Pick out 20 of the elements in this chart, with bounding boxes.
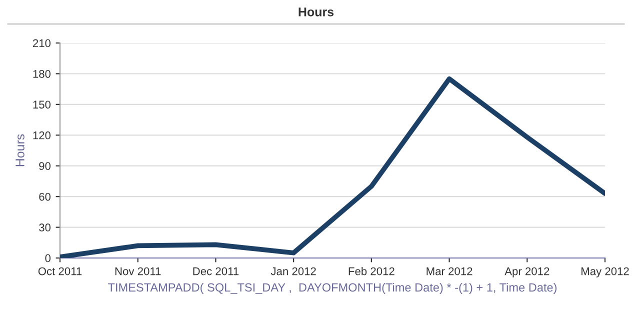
y-tick-label: 60	[39, 192, 51, 201]
y-tick-label: 210	[32, 39, 51, 48]
y-tick-label: 120	[33, 131, 51, 140]
x-axis-title: TIMESTAMPADD( SQL_TSI_DAY , DAYOFMONTH(Time Date) * -(1) + 1, Time Date)	[108, 282, 557, 294]
y-tick-label: 30	[39, 224, 51, 232]
x-tick-label: Apr 2012	[504, 267, 550, 278]
y-tick-label: 0	[45, 254, 51, 262]
x-tick-label: Oct 2011	[38, 267, 82, 276]
x-tick-label: Jan 2012	[270, 267, 316, 276]
y-tick-label: 90	[39, 162, 51, 170]
x-tick-label: May 2012	[582, 267, 629, 278]
line-series	[60, 76, 605, 258]
chart-title: Hours	[298, 8, 334, 16]
x-tick-label: Feb 2012	[348, 267, 394, 276]
x-tick-label: Dec 2011	[193, 267, 239, 276]
y-axis-title: Hours	[16, 134, 24, 166]
x-tick-label: Mar 2012	[426, 267, 472, 276]
y-tick-label: 150	[33, 100, 51, 109]
x-tick-label: Nov 2011	[115, 267, 161, 276]
y-tick-label: 180	[33, 70, 51, 78]
